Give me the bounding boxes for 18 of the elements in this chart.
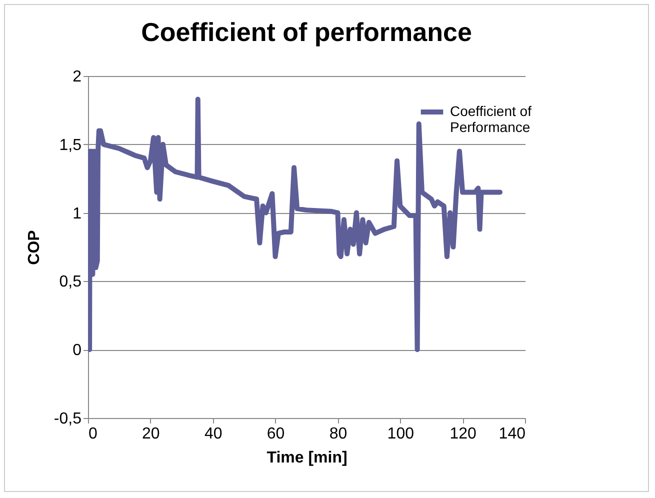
y-tick-label: 0,5 [59, 274, 82, 291]
y-tick-label: 0 [72, 342, 82, 360]
legend-label: Coefficient of Performance [450, 103, 532, 135]
x-tick-label: 140 [498, 426, 526, 442]
y-tick-label: -0,5 [54, 410, 82, 428]
x-tick-label: 40 [204, 426, 222, 442]
y-tick-label: 1 [72, 205, 82, 222]
x-tick-label: 120 [450, 426, 477, 442]
x-tick-label: 60 [266, 426, 285, 442]
chart-title: Coefficient of performance [141, 17, 472, 47]
y-tick-label: 2 [72, 68, 82, 86]
x-tick-label: 100 [387, 426, 414, 442]
x-tick-label: 0 [88, 426, 98, 442]
y-axis-title: COP [26, 230, 43, 265]
x-tick-label: 20 [142, 426, 160, 442]
y-tick-label: 1,5 [59, 136, 82, 154]
x-tick-label: 80 [329, 426, 348, 442]
x-axis-title: Time [min] [266, 450, 348, 466]
